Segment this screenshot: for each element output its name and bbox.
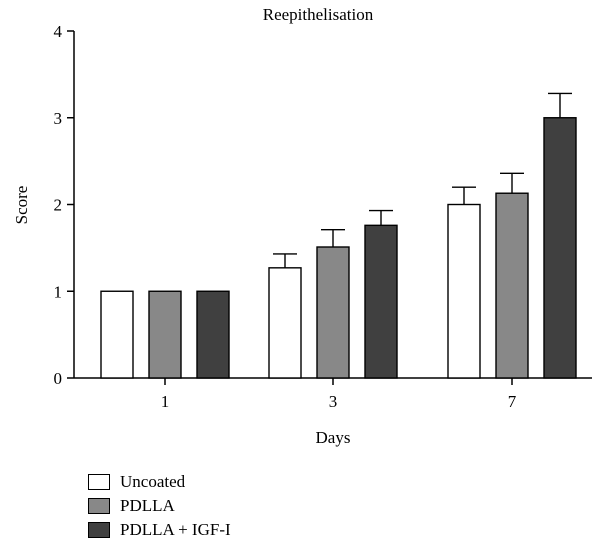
legend-item-pdlla-igf: PDLLA + IGF-I bbox=[88, 518, 231, 542]
bar bbox=[148, 290, 182, 379]
legend-item-uncoated: Uncoated bbox=[88, 470, 231, 494]
bar bbox=[196, 290, 230, 379]
bar-chart: Reepithelisation Score Days 0 1 2 3 4 1 3 7 bbox=[12, 5, 592, 447]
x-tick-label: 3 bbox=[329, 392, 338, 411]
chart-title: Reepithelisation bbox=[263, 5, 374, 24]
bar bbox=[447, 203, 481, 379]
x-axis-label: Days bbox=[316, 428, 351, 447]
legend-swatch-pdlla-igf bbox=[88, 522, 110, 538]
bar bbox=[268, 267, 302, 379]
legend: Uncoated PDLLA PDLLA + IGF-I bbox=[88, 470, 231, 542]
legend-item-pdlla: PDLLA bbox=[88, 494, 231, 518]
legend-swatch-uncoated bbox=[88, 474, 110, 490]
legend-label-pdlla-igf: PDLLA + IGF-I bbox=[120, 520, 231, 539]
bar bbox=[316, 246, 350, 379]
y-tick-label: 0 bbox=[54, 369, 63, 388]
y-tick-label: 4 bbox=[54, 22, 63, 41]
y-tick-label: 3 bbox=[54, 109, 63, 128]
bar bbox=[364, 224, 398, 379]
x-tick-label: 7 bbox=[508, 392, 517, 411]
bar bbox=[495, 192, 529, 379]
legend-label-pdlla: PDLLA bbox=[120, 496, 175, 515]
y-tick-label: 2 bbox=[54, 196, 63, 215]
x-tick-label: 1 bbox=[161, 392, 170, 411]
legend-label-uncoated: Uncoated bbox=[120, 472, 186, 491]
bar bbox=[100, 290, 134, 379]
y-tick-label: 1 bbox=[54, 282, 63, 301]
bar bbox=[543, 117, 577, 379]
legend-swatch-pdlla bbox=[88, 498, 110, 514]
y-axis-label: Score bbox=[12, 186, 31, 225]
